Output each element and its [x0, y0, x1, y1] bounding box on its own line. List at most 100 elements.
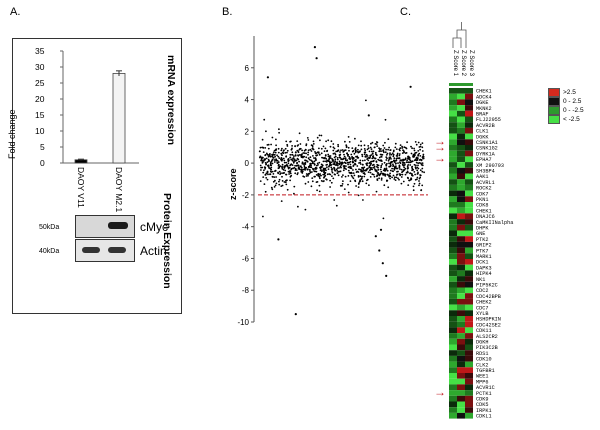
data-point: [384, 118, 387, 121]
data-point: [263, 118, 266, 121]
data-point: [291, 151, 294, 154]
data-point: [278, 178, 281, 181]
data-point: [416, 176, 419, 179]
data-point: [379, 168, 382, 171]
data-point: [393, 161, 396, 164]
data-point: [309, 171, 312, 174]
data-point: [411, 167, 414, 170]
heat-cell: [465, 162, 473, 168]
data-point: [421, 146, 424, 149]
data-point: [352, 149, 355, 152]
y-tick-label: 35: [35, 46, 45, 56]
heat-cell: [465, 259, 473, 265]
data-point: [314, 175, 316, 178]
data-point: [286, 151, 288, 154]
data-point: [399, 147, 402, 149]
data-point: [312, 143, 315, 145]
data-point: [293, 166, 296, 169]
data-point: [371, 160, 374, 163]
data-point: [322, 145, 325, 148]
data-point: [415, 156, 418, 159]
data-point: [259, 164, 262, 167]
data-point: [300, 154, 303, 157]
data-point: [332, 143, 335, 145]
data-point: [333, 167, 336, 170]
heat-cell: [449, 253, 457, 259]
data-point: [410, 152, 413, 155]
z-tick-label: 4: [245, 96, 250, 105]
row-label: CSNK1A1: [476, 140, 498, 146]
data-point: [364, 173, 366, 176]
data-point: [359, 159, 362, 162]
data-point: [402, 161, 405, 164]
row-label: MKNK2: [476, 106, 492, 112]
heat-cell: [457, 156, 465, 163]
data-point: [278, 166, 281, 169]
data-point: [284, 165, 286, 168]
data-point: [271, 170, 274, 173]
data-point: [354, 160, 357, 163]
data-point: [415, 167, 417, 170]
heat-cell: [457, 241, 465, 248]
data-point: [375, 154, 378, 157]
data-point: [361, 159, 364, 162]
data-point: [359, 163, 362, 165]
heat-cell: [449, 122, 457, 128]
data-point: [322, 169, 325, 172]
heat-cell: [465, 247, 473, 254]
data-point: [264, 174, 267, 176]
data-point: [294, 169, 297, 172]
data-point: [347, 169, 350, 172]
column-header-2: Z Score 2: [460, 50, 466, 77]
data-point: [278, 157, 281, 160]
data-point: [356, 155, 359, 158]
data-point: [393, 178, 396, 180]
z-tick-label: -2: [242, 191, 250, 200]
red-arrow-icon: →: [434, 140, 446, 154]
data-point: [332, 149, 335, 152]
data-point: [335, 204, 338, 207]
data-point: [420, 159, 423, 162]
data-point: [298, 148, 301, 151]
heat-cell: [457, 88, 465, 94]
heat-cell: [465, 196, 473, 202]
data-point: [285, 140, 288, 143]
data-point: [264, 158, 266, 160]
data-point: [311, 177, 314, 180]
data-point: [388, 162, 390, 165]
data-point: [291, 147, 293, 150]
panel-a-box: Fold change 35 30 25 20 15 10 5 0 DAOY V11 DAOY …: [7, 38, 182, 314]
data-point: [269, 173, 272, 176]
data-point: [415, 143, 418, 146]
data-point: [422, 157, 424, 160]
row-label: CDC7: [476, 305, 488, 311]
data-point: [330, 181, 333, 184]
data-point: [403, 166, 405, 169]
data-point: [313, 170, 316, 173]
fold-change-axis-label: Fold change: [7, 109, 17, 159]
row-label: CDK5: [476, 402, 488, 408]
legend-swatch: [548, 97, 560, 106]
legend-label: 0 - -2.5: [563, 107, 584, 114]
data-point: [414, 166, 417, 169]
data-point: [417, 164, 419, 167]
data-point: [277, 155, 280, 158]
data-point: [366, 164, 368, 167]
data-point: [389, 177, 391, 180]
data-point: [331, 168, 334, 170]
heat-cell: [465, 264, 473, 271]
data-point: [419, 169, 422, 172]
data-point: [267, 164, 270, 167]
actin-band-1: [82, 247, 100, 253]
data-point: [381, 163, 384, 165]
data-point: [369, 176, 372, 178]
data-point: [288, 170, 291, 173]
heat-cell: [449, 139, 457, 145]
row-label: DYRK1A: [476, 151, 496, 157]
heat-cell: [465, 202, 473, 208]
data-point: [369, 156, 372, 158]
heat-cell: [465, 99, 473, 106]
data-point: [281, 184, 284, 187]
heat-cell: [465, 361, 473, 368]
row-label: HIPK4: [476, 271, 492, 277]
